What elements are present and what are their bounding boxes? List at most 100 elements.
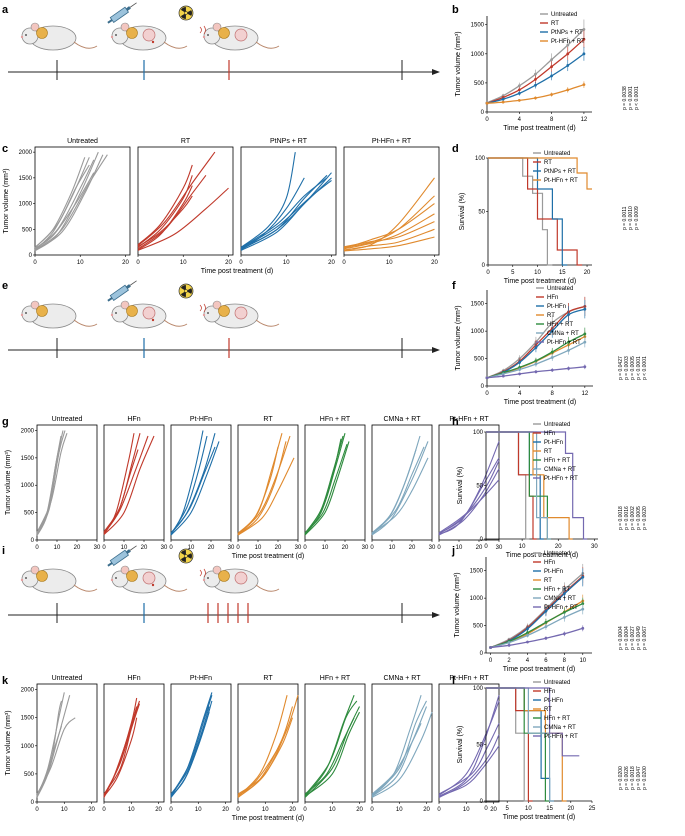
x-tick-label: 20 bbox=[208, 545, 215, 551]
x-tick-label: 10 bbox=[128, 807, 135, 813]
x-tick-label: 10 bbox=[283, 260, 290, 266]
legend-entry: CMNa + RT bbox=[544, 725, 576, 731]
data-point bbox=[518, 365, 522, 369]
x-tick-label: 20 bbox=[490, 807, 497, 813]
data-point bbox=[582, 83, 586, 87]
legend-entry: RT bbox=[551, 21, 559, 27]
radiation-blade bbox=[186, 553, 192, 559]
injection-dot bbox=[151, 583, 155, 587]
y-tick-label: 0 bbox=[31, 538, 35, 544]
group-title: CMNa + RT bbox=[383, 416, 421, 423]
legend-entry: RT bbox=[544, 160, 552, 166]
x-tick-label: 10 bbox=[77, 260, 84, 266]
mouse-tail bbox=[163, 319, 188, 327]
plot-frame bbox=[103, 683, 165, 803]
y-tick-label: 0 bbox=[31, 800, 35, 806]
radiation-icon bbox=[178, 283, 194, 299]
syringe-plunger bbox=[107, 19, 113, 24]
data-point bbox=[581, 602, 585, 606]
tumor-growth-curve bbox=[438, 457, 500, 534]
y-axis-label: Tumor volume (mm³) bbox=[5, 710, 12, 775]
x-tick-label: 0 bbox=[485, 117, 489, 123]
data-point bbox=[526, 631, 529, 635]
y-axis-label: Tumor volume (mm³) bbox=[454, 572, 461, 637]
x-tick-label: 20 bbox=[409, 545, 416, 551]
legend-entry: CMNa + RT bbox=[544, 596, 576, 602]
y-tick-label: 500 bbox=[474, 357, 485, 363]
data-point bbox=[583, 307, 587, 311]
x-tick-label: 20 bbox=[423, 807, 430, 813]
mouse-tail bbox=[73, 41, 98, 49]
data-point bbox=[485, 101, 489, 105]
tumor-growth-curve bbox=[240, 172, 332, 250]
y-tick-label: 1500 bbox=[19, 176, 33, 182]
x-tick-label: 10 bbox=[255, 545, 262, 551]
survival-curve bbox=[486, 687, 533, 802]
x-tick-label: 0 bbox=[484, 806, 488, 812]
x-axis-label: Time post treatment (d) bbox=[503, 666, 576, 673]
survival-curve bbox=[488, 157, 553, 266]
x-tick-label: 5 bbox=[511, 270, 515, 276]
syringe-icon bbox=[107, 2, 137, 24]
panel-letter-i: i bbox=[2, 545, 5, 557]
tumor-mass bbox=[218, 570, 230, 582]
tumor-growth-curve bbox=[34, 157, 90, 251]
mouse-irradiated bbox=[202, 22, 280, 51]
injection-dot bbox=[151, 40, 155, 44]
p-value: p < 0.0001 bbox=[634, 86, 640, 110]
x-tick-label: 20 bbox=[584, 270, 591, 276]
data-point bbox=[517, 98, 521, 102]
tumor-growth-curve bbox=[240, 151, 296, 248]
x-tick-label: 20 bbox=[74, 545, 81, 551]
x-tick-label: 10 bbox=[180, 260, 187, 266]
tumor-growth-curve bbox=[438, 460, 500, 534]
y-tick-label: 0 bbox=[481, 384, 485, 390]
y-tick-label: 100 bbox=[473, 686, 484, 692]
plot-frame bbox=[237, 683, 299, 803]
data-point bbox=[562, 592, 566, 596]
plot-frame bbox=[438, 683, 500, 803]
group-title: PtNPs + RT bbox=[270, 138, 308, 145]
mouse-model bbox=[20, 565, 98, 594]
data-point bbox=[501, 100, 505, 104]
legend-entry: CMNa + RT bbox=[547, 331, 579, 337]
data-point bbox=[517, 88, 521, 92]
tumor-growth-curve bbox=[371, 700, 427, 796]
panel-letter-h: h bbox=[452, 416, 459, 428]
x-tick-label: 30 bbox=[228, 545, 235, 551]
data-point bbox=[517, 84, 521, 88]
y-tick-label: 100 bbox=[475, 156, 486, 162]
x-tick-label: 5 bbox=[506, 806, 510, 812]
tumor-growth-curve bbox=[36, 725, 63, 797]
x-tick-label: 30 bbox=[94, 545, 101, 551]
syringe-icon bbox=[107, 280, 137, 302]
data-point bbox=[501, 374, 505, 378]
data-point bbox=[582, 52, 586, 56]
y-tick-label: 1500 bbox=[471, 302, 485, 308]
y-tick-label: 0 bbox=[481, 110, 485, 116]
panel-letter-b: b bbox=[452, 4, 459, 16]
x-tick-label: 0 bbox=[169, 807, 173, 813]
tumor-growth-curve bbox=[304, 695, 355, 797]
x-tick-label: 2 bbox=[507, 658, 511, 664]
x-tick-label: 20 bbox=[431, 260, 438, 266]
data-point bbox=[581, 575, 585, 579]
x-axis-label: Time post treatment (d) bbox=[232, 815, 305, 822]
panel-letter-f: f bbox=[452, 280, 456, 292]
legend-entry: HFn + RT bbox=[544, 716, 570, 722]
tumor-site bbox=[142, 306, 156, 320]
y-tick-label: 0 bbox=[480, 651, 484, 657]
y-tick-label: 0 bbox=[480, 537, 484, 543]
x-tick-label: 20 bbox=[225, 260, 232, 266]
radiation-blade bbox=[186, 288, 193, 294]
p-value: p = 0.0018 bbox=[618, 506, 624, 530]
tumor-growth-curve bbox=[371, 695, 422, 797]
data-point bbox=[518, 372, 522, 376]
y-axis-label: Survival (%) bbox=[457, 467, 464, 505]
data-point bbox=[489, 646, 493, 649]
data-point bbox=[550, 356, 554, 359]
legend-entry: Pt-HFn + RT bbox=[547, 340, 581, 346]
legend-entry: Pt-HFn bbox=[544, 569, 563, 575]
mouse-eye bbox=[115, 312, 117, 314]
mouse-injected bbox=[110, 565, 188, 594]
